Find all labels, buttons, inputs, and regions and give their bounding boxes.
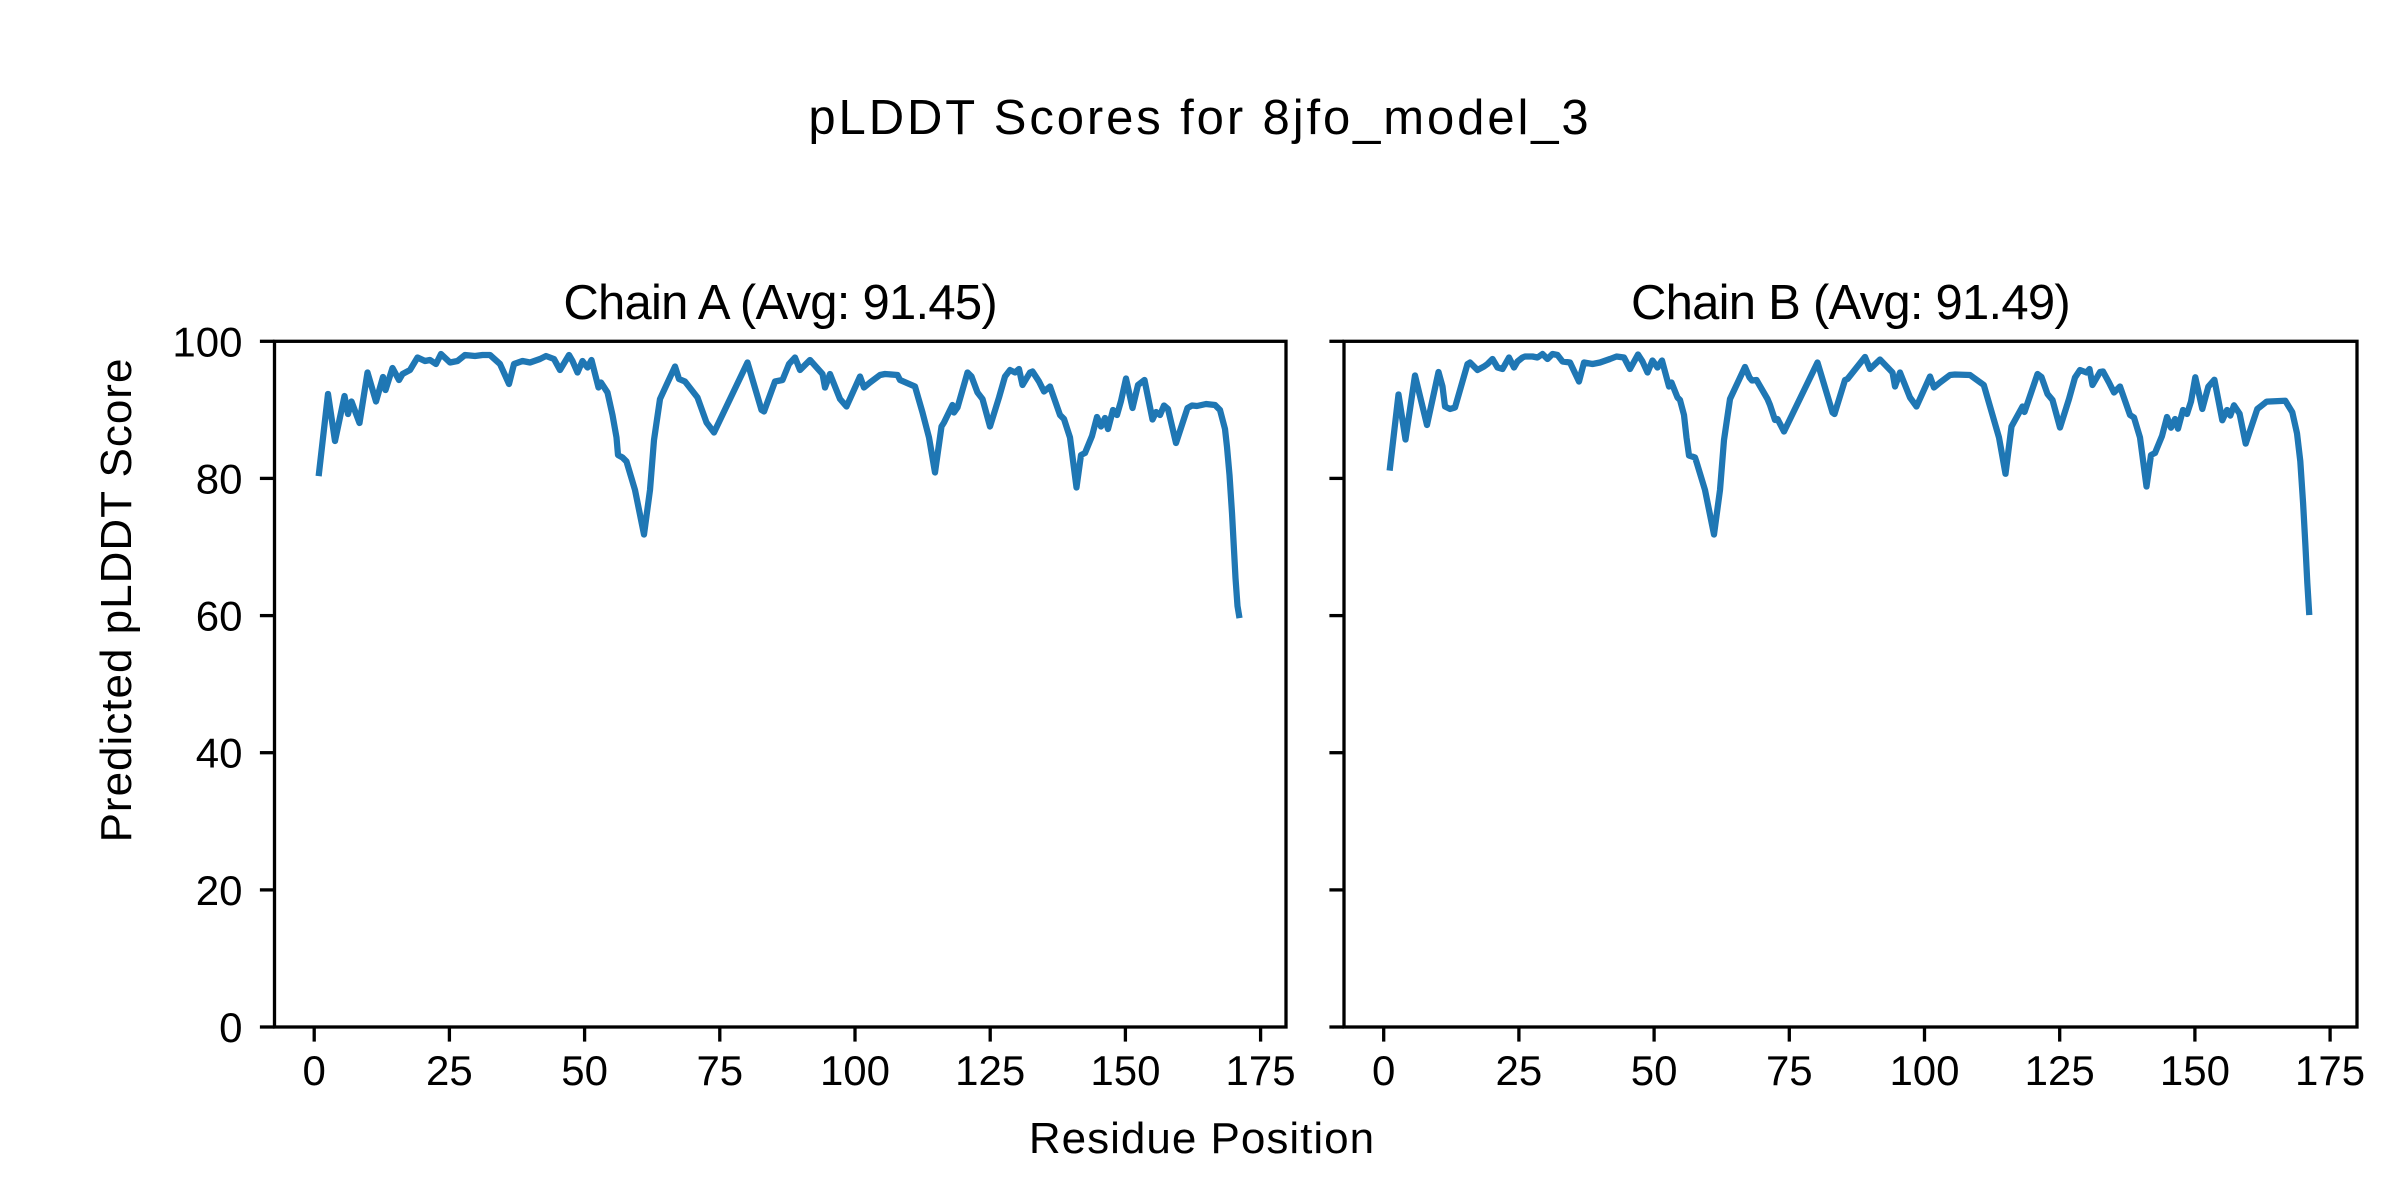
svg-text:125: 125 — [955, 1047, 1025, 1094]
svg-text:40: 40 — [196, 730, 243, 777]
svg-text:100: 100 — [1889, 1047, 1959, 1094]
svg-text:50: 50 — [1631, 1047, 1678, 1094]
svg-text:75: 75 — [1766, 1047, 1813, 1094]
svg-text:Residue Position: Residue Position — [1029, 1114, 1375, 1163]
svg-text:80: 80 — [196, 455, 243, 502]
svg-text:pLDDT Scores for 8jfo_model_3: pLDDT Scores for 8jfo_model_3 — [808, 91, 1591, 145]
svg-text:0: 0 — [303, 1047, 326, 1094]
svg-text:0: 0 — [219, 1004, 242, 1051]
svg-text:20: 20 — [196, 867, 243, 914]
svg-text:175: 175 — [2295, 1047, 2365, 1094]
svg-text:0: 0 — [1372, 1047, 1395, 1094]
svg-text:50: 50 — [561, 1047, 608, 1094]
svg-text:150: 150 — [1090, 1047, 1160, 1094]
svg-text:Predicted pLDDT Score: Predicted pLDDT Score — [92, 358, 141, 843]
svg-text:100: 100 — [820, 1047, 890, 1094]
svg-text:Chain B (Avg: 91.49): Chain B (Avg: 91.49) — [1631, 276, 2070, 330]
svg-text:25: 25 — [426, 1047, 473, 1094]
svg-text:125: 125 — [2025, 1047, 2095, 1094]
svg-text:Chain A (Avg: 91.45): Chain A (Avg: 91.45) — [563, 276, 997, 330]
svg-text:150: 150 — [2160, 1047, 2230, 1094]
svg-text:175: 175 — [1226, 1047, 1296, 1094]
svg-text:75: 75 — [696, 1047, 743, 1094]
svg-text:25: 25 — [1496, 1047, 1543, 1094]
svg-text:100: 100 — [172, 318, 242, 365]
svg-text:60: 60 — [196, 593, 243, 640]
